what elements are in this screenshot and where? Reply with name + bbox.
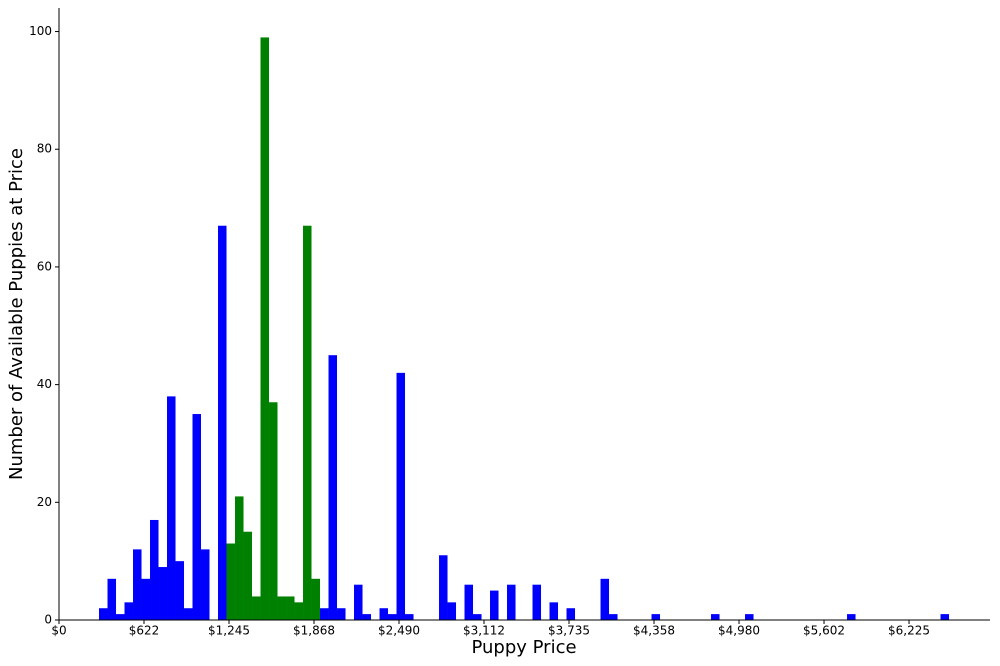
- bar: [532, 584, 542, 620]
- bar: [847, 614, 856, 620]
- x-tick-label: $1,868: [293, 624, 335, 638]
- bar: [226, 543, 236, 620]
- y-axis-label: Number of Available Puppies at Price: [6, 148, 27, 480]
- bar: [439, 555, 448, 620]
- bar: [167, 396, 176, 620]
- bar: [600, 578, 610, 620]
- x-tick-label: $0: [51, 624, 66, 638]
- bar: [388, 614, 397, 620]
- bar: [175, 561, 185, 620]
- x-tick-label: $3,735: [548, 624, 590, 638]
- bar: [337, 608, 346, 620]
- bar: [320, 608, 329, 620]
- bar: [651, 614, 661, 620]
- bar: [354, 584, 363, 620]
- bar: [311, 578, 321, 620]
- x-tick-label: $3,112: [463, 624, 505, 638]
- bar: [609, 614, 618, 620]
- bar: [745, 614, 754, 620]
- y-tick-label: 0: [44, 613, 52, 627]
- y-tick-label: 60: [37, 259, 52, 273]
- bar: [405, 614, 414, 620]
- x-tick-label: $4,980: [718, 624, 760, 638]
- bar: [243, 531, 253, 620]
- bar: [286, 596, 295, 620]
- y-tick-label: 20: [37, 495, 52, 509]
- bar: [269, 402, 278, 620]
- bar: [464, 584, 474, 620]
- bar: [940, 614, 950, 620]
- x-tick-label: $2,490: [378, 624, 420, 638]
- x-tick-label: $6,225: [888, 624, 930, 638]
- bar: [379, 608, 389, 620]
- x-axis-label: Puppy Price: [471, 637, 576, 658]
- bar: [549, 602, 559, 620]
- bar: [328, 355, 338, 620]
- x-tick-label: $5,602: [803, 624, 845, 638]
- bar: [507, 584, 516, 620]
- bar: [711, 614, 720, 620]
- y-tick-label: 80: [37, 142, 52, 156]
- bar: [303, 225, 312, 620]
- bar: [184, 608, 193, 620]
- x-tick-label: $1,245: [208, 624, 250, 638]
- bar: [473, 614, 482, 620]
- bar: [362, 614, 372, 620]
- bar: [447, 602, 457, 620]
- bar: [99, 608, 108, 620]
- bar: [277, 596, 287, 620]
- bar: [294, 602, 304, 620]
- bar: [116, 614, 125, 620]
- bar: [566, 608, 576, 620]
- x-tick-label: $622: [129, 624, 160, 638]
- bar: [107, 578, 117, 620]
- bar: [252, 596, 261, 620]
- bar: [158, 567, 168, 620]
- y-tick-label: 100: [29, 24, 52, 38]
- y-tick-label: 40: [37, 377, 52, 391]
- bar: [124, 602, 134, 620]
- bar: [490, 590, 499, 620]
- bar: [260, 37, 270, 620]
- bar: [192, 414, 202, 620]
- bar: [150, 519, 159, 620]
- bar: [133, 549, 142, 620]
- bar: [396, 372, 406, 620]
- bar: [141, 578, 151, 620]
- bar: [235, 496, 244, 620]
- bar: [218, 225, 227, 620]
- bar: [201, 549, 210, 620]
- x-tick-label: $4,358: [633, 624, 675, 638]
